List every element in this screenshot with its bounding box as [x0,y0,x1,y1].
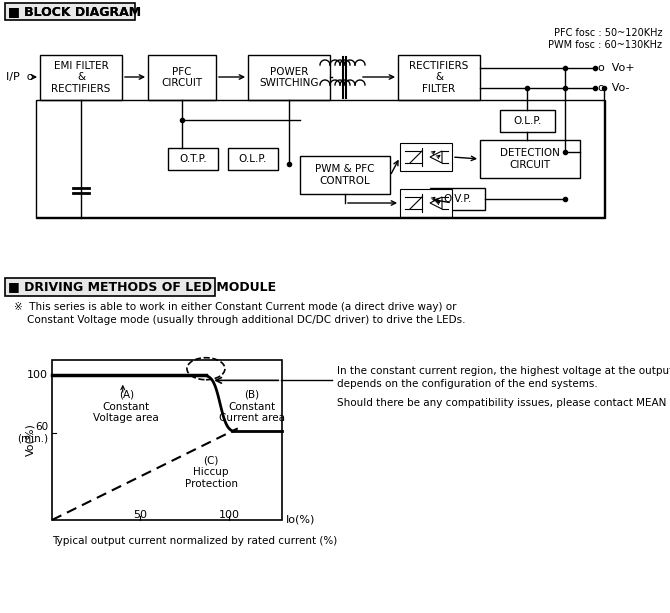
Text: (A)
Constant
Voltage area: (A) Constant Voltage area [93,390,159,423]
Bar [168,148,218,170]
Text: PWM & PFC
CONTROL: PWM & PFC CONTROL [316,164,375,186]
Text: DETECTION
CIRCUIT: DETECTION CIRCUIT [500,148,560,170]
Text: O.T.P.: O.T.P. [179,154,207,164]
Text: RECTIFIERS
&
FILTER: RECTIFIERS & FILTER [409,61,469,94]
Text: Io(%): Io(%) [286,515,316,525]
Text: O.V.P.: O.V.P. [444,194,472,204]
Bar [430,188,485,210]
Bar [400,143,452,171]
Text: 50: 50 [133,510,147,520]
Text: 60
(min.): 60 (min.) [17,422,48,444]
Bar [5,278,215,296]
Text: o  Vo-: o Vo- [598,83,630,93]
Text: O.L.P.: O.L.P. [239,154,267,164]
Text: O.L.P.: O.L.P. [513,116,541,126]
Text: Constant Voltage mode (usually through additional DC/DC driver) to drive the LED: Constant Voltage mode (usually through a… [14,315,466,325]
Text: 100: 100 [27,370,48,379]
Text: PFC fosc : 50~120KHz
PWM fosc : 60~130KHz: PFC fosc : 50~120KHz PWM fosc : 60~130KH… [548,28,662,50]
Text: ※  This series is able to work in either Constant Current mode (a direct drive w: ※ This series is able to work in either … [14,302,456,312]
Text: o  Vo+: o Vo+ [598,63,634,73]
Text: 100: 100 [218,510,239,520]
Bar [228,148,278,170]
Text: POWER
SWITCHING: POWER SWITCHING [259,67,319,88]
Bar [52,360,282,520]
Bar [480,140,580,178]
Text: depends on the configuration of the end systems.: depends on the configuration of the end … [337,379,598,389]
Bar [398,55,480,100]
Text: PFC
CIRCUIT: PFC CIRCUIT [161,67,202,88]
Text: I/P  o: I/P o [6,72,34,82]
Bar [40,55,122,100]
Text: Typical output current normalized by rated current (%): Typical output current normalized by rat… [52,536,337,546]
Text: (B)
Constant
Current area: (B) Constant Current area [219,390,285,423]
Text: EMI FILTER
&
RECTIFIERS: EMI FILTER & RECTIFIERS [52,61,111,94]
Text: Should there be any compatibility issues, please contact MEAN WELL.: Should there be any compatibility issues… [337,398,670,408]
Bar [300,156,390,194]
Text: (C)
Hiccup
Protection: (C) Hiccup Protection [185,455,238,489]
Bar [248,55,330,100]
Text: ■ BLOCK DIAGRAM: ■ BLOCK DIAGRAM [8,5,141,18]
Bar [148,55,216,100]
Text: Vo(%): Vo(%) [25,424,35,457]
Bar [36,100,605,218]
Text: ■ DRIVING METHODS OF LED MODULE: ■ DRIVING METHODS OF LED MODULE [8,280,276,293]
Bar [500,110,555,132]
Text: In the constant current region, the highest voltage at the output of the driver: In the constant current region, the high… [337,366,670,376]
Bar [5,3,135,20]
Text: ■ BLOCK DIAGRAM: ■ BLOCK DIAGRAM [8,5,141,18]
Bar [400,189,452,217]
